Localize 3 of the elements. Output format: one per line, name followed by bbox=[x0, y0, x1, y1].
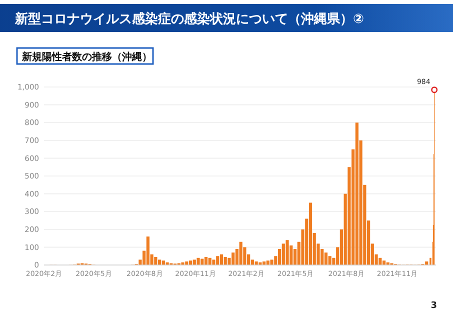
chart-title: 新型コロナウイルス感染症の感染状況について（沖縄県）② bbox=[14, 11, 364, 27]
chart-subtitle: 新規陽性者数の推移（沖縄） bbox=[21, 51, 152, 63]
text: 3 bbox=[430, 301, 437, 311]
